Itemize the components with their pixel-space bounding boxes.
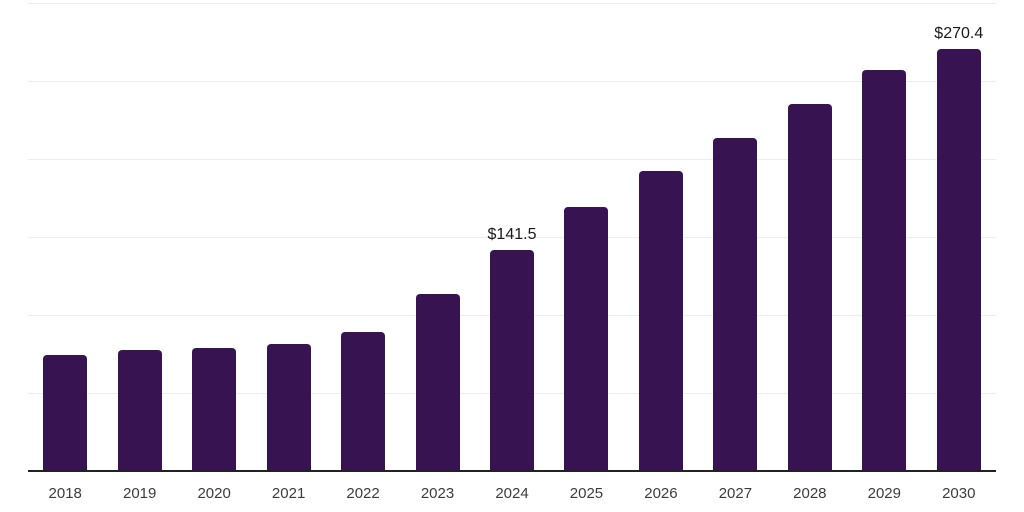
gridline-250 bbox=[28, 81, 996, 82]
x-tick-2019: 2019 bbox=[123, 485, 157, 502]
x-tick-2030: 2030 bbox=[942, 485, 976, 502]
bar-2018 bbox=[43, 354, 88, 471]
x-tick-2020: 2020 bbox=[197, 485, 231, 502]
value-label-2024: $141.5 bbox=[487, 226, 537, 244]
x-tick-2024: 2024 bbox=[495, 485, 529, 502]
gridline-200 bbox=[28, 159, 996, 160]
x-tick-2029: 2029 bbox=[867, 485, 901, 502]
gridline-150 bbox=[28, 237, 996, 238]
x-tick-2018: 2018 bbox=[48, 485, 82, 502]
x-axis-line bbox=[28, 470, 996, 472]
bar-2024 bbox=[490, 250, 534, 471]
x-tick-2023: 2023 bbox=[420, 485, 455, 502]
bar-2022 bbox=[341, 332, 386, 471]
value-label-2030: $270.4 bbox=[934, 25, 984, 43]
bar-2021 bbox=[266, 343, 311, 471]
bar-2020 bbox=[192, 347, 237, 471]
bar-2025 bbox=[564, 207, 609, 471]
x-tick-2027: 2027 bbox=[718, 485, 753, 502]
x-tick-2022: 2022 bbox=[346, 485, 380, 502]
x-tick-2028: 2028 bbox=[793, 485, 827, 502]
bar-2023 bbox=[415, 293, 460, 471]
x-tick-2026: 2026 bbox=[644, 485, 678, 502]
bar-2028 bbox=[787, 103, 832, 471]
bar-2029 bbox=[862, 70, 907, 471]
x-tick-2025: 2025 bbox=[569, 485, 604, 502]
bar-2026 bbox=[638, 171, 683, 471]
x-tick-2021: 2021 bbox=[271, 485, 306, 502]
bar-2030 bbox=[936, 49, 981, 471]
bar-2019 bbox=[117, 350, 162, 471]
bar-2027 bbox=[713, 137, 758, 471]
gridline-300 bbox=[28, 3, 996, 4]
